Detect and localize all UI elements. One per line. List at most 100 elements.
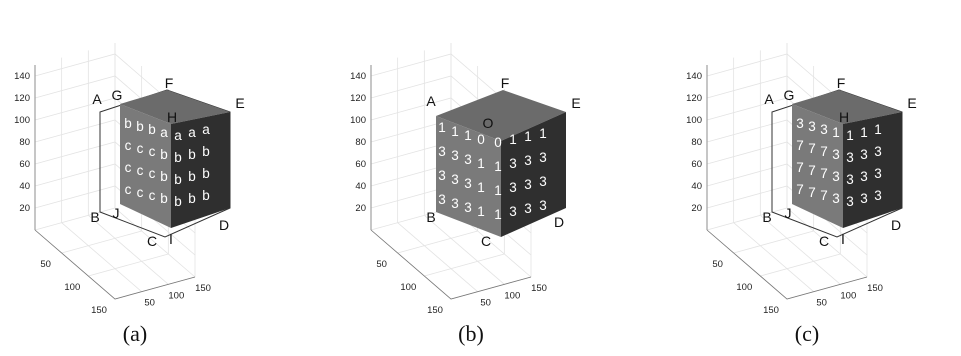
- z-tick-label: 40: [19, 181, 30, 192]
- front-cell-label: b: [160, 169, 168, 184]
- front-cell-label: c: [149, 144, 156, 159]
- vertex-label-F: F: [501, 75, 510, 91]
- front-cell-label: 1: [832, 125, 840, 140]
- side-cell-label: 3: [524, 153, 532, 168]
- x-tick-label: 50: [40, 259, 51, 270]
- side-cell-label: 3: [524, 201, 532, 216]
- front-cell-label: a: [160, 125, 168, 140]
- z-tick-label: 20: [19, 203, 30, 214]
- grid-line: [114, 207, 196, 278]
- z-tick-label: 40: [355, 181, 366, 192]
- side-cell-label: b: [188, 169, 196, 184]
- x-tick-label: 150: [427, 305, 443, 316]
- front-cell-label: 1: [477, 180, 485, 195]
- side-cell-label: 1: [846, 128, 854, 143]
- front-cell-label: 3: [832, 147, 840, 162]
- z-tick-label: 120: [350, 93, 366, 104]
- floor-axis-line: [34, 229, 196, 300]
- cube-side-face: [501, 112, 566, 237]
- front-cell-label: 3: [796, 116, 804, 131]
- vertex-label-D: D: [219, 217, 229, 233]
- side-cell-label: 3: [509, 204, 517, 219]
- front-cell-label: b: [136, 119, 144, 134]
- z-tick-label: 80: [19, 137, 30, 148]
- vertex-label-F: F: [837, 75, 846, 91]
- z-tick-label: 60: [355, 159, 366, 170]
- grid-line: [733, 230, 814, 254]
- grid-line: [786, 207, 868, 278]
- vertex-label-C: C: [147, 233, 157, 249]
- side-cell-label: b: [202, 166, 210, 181]
- front-cell-label: 3: [464, 200, 472, 215]
- floor-axis-line: [370, 229, 532, 300]
- front-cell-label: 7: [796, 182, 804, 197]
- grid-line: [88, 215, 169, 285]
- side-cell-label: 3: [860, 147, 868, 162]
- side-cell-label: 1: [860, 125, 868, 140]
- x-tick-label: 100: [400, 282, 416, 293]
- vertex-label-O: O: [483, 115, 494, 131]
- vertex-label-E: E: [235, 95, 244, 111]
- z-tick-label: 120: [14, 93, 30, 104]
- grid-line: [706, 185, 868, 256]
- grid-line: [34, 207, 116, 231]
- grid-line: [61, 222, 142, 292]
- panel-caption: (c): [795, 321, 819, 346]
- vertex-label-D: D: [891, 217, 901, 233]
- y-tick-label: 150: [531, 283, 547, 294]
- x-tick-label: 150: [91, 305, 107, 316]
- cube-top-face: [792, 90, 902, 124]
- side-cell-label: 3: [860, 169, 868, 184]
- side-cell-label: 3: [539, 150, 547, 165]
- side-cell-label: 1: [494, 207, 502, 222]
- y-tick-label: 150: [195, 283, 211, 294]
- side-cell-label: 0: [494, 135, 502, 150]
- front-cell-label: 1: [477, 156, 485, 171]
- cube-front-face: [436, 116, 501, 237]
- x-tick-label: 100: [64, 282, 80, 293]
- vertex-label-H: H: [167, 109, 177, 125]
- front-cell-label: b: [124, 116, 132, 131]
- panel-1: 20 40 60 80 100 120 140 50 100 150 50 100 150 A G F E H B J…: [14, 43, 245, 346]
- front-cell-label: 7: [796, 138, 804, 153]
- front-cell-label: 3: [464, 152, 472, 167]
- axes-box: 20 40 60 80 100 120 140 50 100 150 50 100 150: [686, 43, 883, 316]
- side-cell-label: 3: [846, 172, 854, 187]
- side-cell-label: 1: [494, 159, 502, 174]
- grid-line: [760, 215, 841, 285]
- side-cell-label: 3: [874, 188, 882, 203]
- front-cell-label: 7: [820, 188, 828, 203]
- vertex-label-I: I: [169, 231, 173, 247]
- z-tick-label: 80: [355, 137, 366, 148]
- cube-side-face: [171, 112, 230, 228]
- front-cell-label: 1: [451, 124, 459, 139]
- vertex-label-B: B: [426, 209, 435, 225]
- side-cell-label: a: [174, 128, 182, 143]
- front-cell-label: 7: [808, 163, 816, 178]
- side-cell-label: 1: [874, 122, 882, 137]
- front-cell-label: 3: [464, 176, 472, 191]
- front-cell-label: 3: [808, 119, 816, 134]
- front-cell-label: 1: [438, 120, 446, 135]
- vertex-label-B: B: [90, 209, 99, 225]
- vertex-label-G: G: [784, 87, 795, 103]
- front-cell-label: c: [137, 163, 144, 178]
- front-cell-label: c: [149, 188, 156, 203]
- front-cell-label: 7: [808, 185, 816, 200]
- z-tick-label: 140: [350, 71, 366, 82]
- side-cell-label: 1: [539, 126, 547, 141]
- side-cell-label: 3: [509, 156, 517, 171]
- z-tick-label: 100: [686, 115, 702, 126]
- side-cell-label: b: [174, 194, 182, 209]
- front-cell-label: 7: [820, 144, 828, 159]
- cube-front-face: [120, 104, 171, 228]
- y-tick-label: 100: [840, 290, 856, 301]
- front-cell-label: 3: [438, 168, 446, 183]
- vertex-label-D: D: [554, 214, 564, 230]
- grid-line: [760, 253, 841, 277]
- vertex-label-C: C: [481, 233, 491, 249]
- front-cell-label: 0: [477, 132, 485, 147]
- front-cell-label: 7: [796, 160, 804, 175]
- z-tick-label: 20: [355, 203, 366, 214]
